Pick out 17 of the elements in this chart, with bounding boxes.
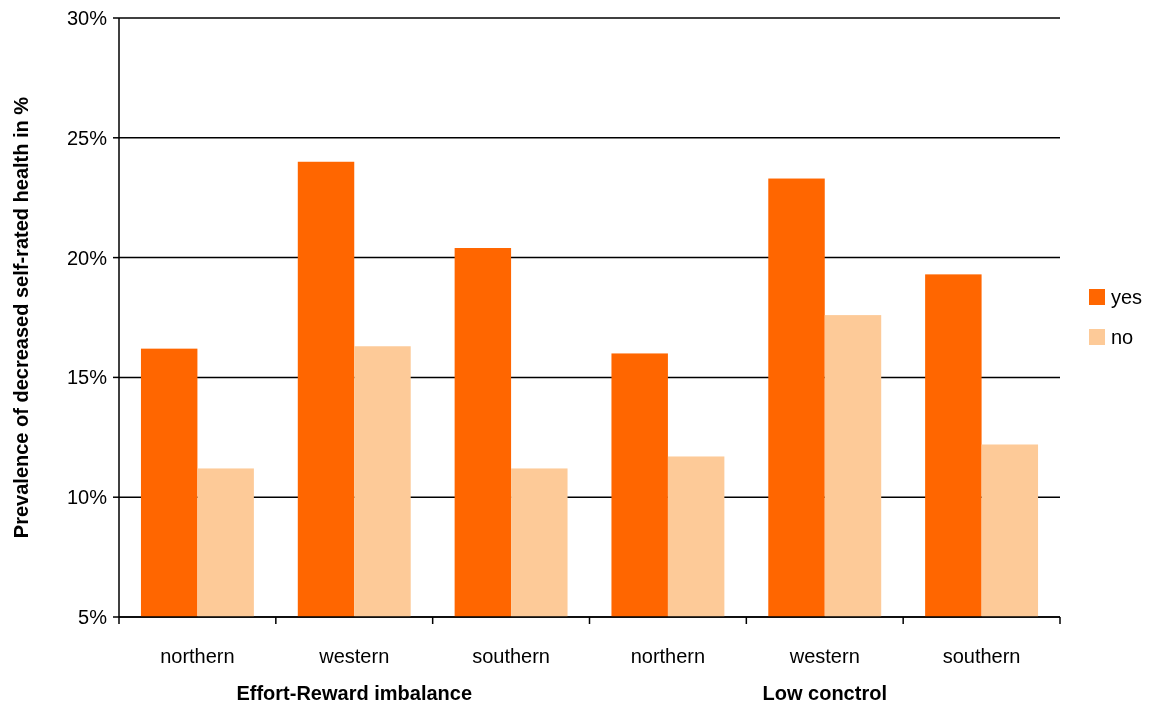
text: Effort-Reward imbalance [236,682,473,704]
y-tick-label: 30% [66,7,108,29]
y-tick-label: 5% [78,606,108,628]
text: Low conctrol [762,682,887,704]
x-tick-label: western [318,645,390,667]
legend-label: yes [1111,286,1143,308]
y-axis-title: Prevalence of decreased self-rated health in % [10,96,32,539]
x-tick-label: northern [630,645,706,667]
x-tick-label: southern [472,645,551,667]
x-tick-label: western [788,645,860,667]
y-tick-label: 15% [66,366,108,389]
x-tick-label: northern [160,645,235,667]
x-tick-label: southern [942,645,1021,667]
y-tick-label: 10% [66,486,108,509]
y-tick-label: 25% [66,126,108,149]
legend-label: no [1111,326,1134,348]
y-tick-label: 20% [66,246,108,269]
